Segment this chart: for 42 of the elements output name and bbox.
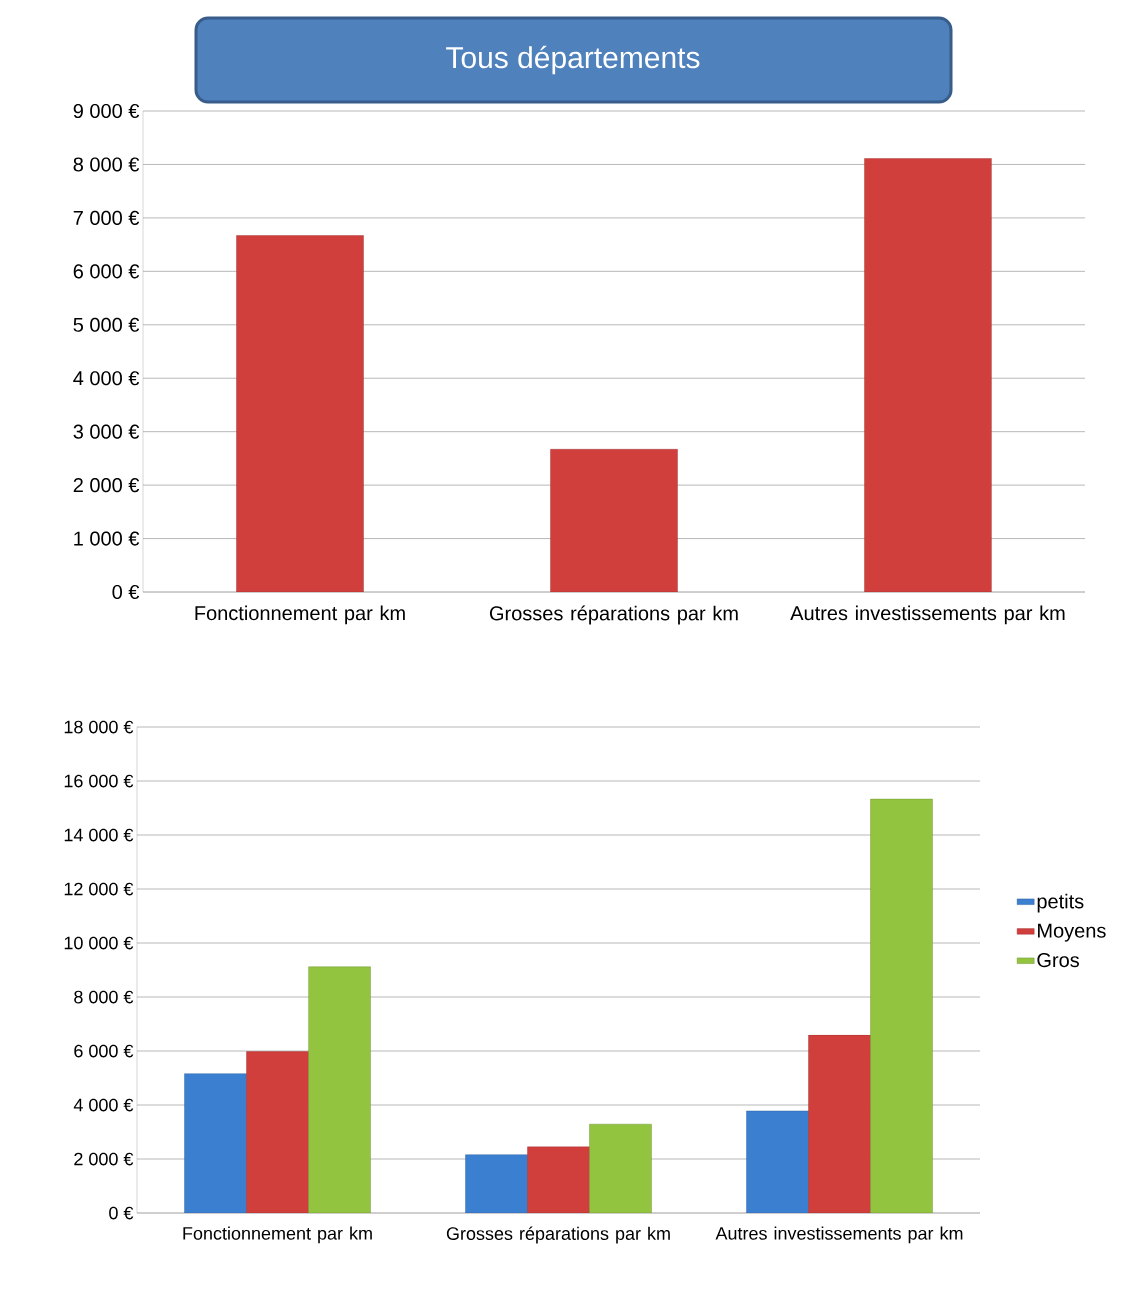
bar (589, 1123, 652, 1214)
bar (246, 1051, 309, 1214)
y-tick-label: 12 000 € (64, 882, 134, 896)
bar (870, 798, 933, 1214)
legend-label: Gros (1037, 953, 1079, 968)
x-tick-label: Fonctionnement par km (183, 1226, 372, 1244)
y-tick-label: 2 000 € (73, 478, 140, 493)
y-tick-label: 1 000 € (74, 531, 140, 546)
bar (527, 1146, 590, 1214)
y-tick-label: 7 000 € (73, 210, 140, 225)
y-tick-label: 3 000 € (73, 424, 140, 439)
bar (808, 1034, 871, 1214)
legend-label: Moyens (1038, 923, 1106, 942)
x-tick-label: Grosses réparations par km (446, 1226, 670, 1244)
y-tick-label: 4 000 € (73, 1098, 134, 1112)
y-tick-label: 14 000 € (64, 828, 134, 842)
bar (550, 449, 678, 593)
y-tick-label: 6 000 € (73, 264, 140, 279)
y-tick-label: 6 000 € (74, 1044, 134, 1058)
x-tick-label: Grosses réparations par km (489, 605, 738, 625)
y-tick-label: 9 000 € (73, 103, 140, 119)
bar (308, 966, 371, 1214)
chart-title: Tous départements (446, 45, 700, 75)
x-tick-label: Autres investissements par km (715, 1226, 963, 1244)
y-tick-label: 8 000 € (73, 157, 140, 172)
y-tick-label: 18 000 € (64, 720, 134, 734)
bar (184, 1073, 247, 1214)
bar (236, 235, 364, 593)
x-tick-label: Fonctionnement par km (195, 605, 405, 625)
y-tick-label: 5 000 € (73, 317, 140, 332)
bar (746, 1110, 809, 1214)
y-tick-label: 10 000 € (64, 936, 134, 950)
x-tick-label: Autres investissements par km (790, 605, 1065, 625)
y-tick-label: 2 000 € (74, 1152, 134, 1166)
bar (864, 158, 992, 593)
y-tick-label: 8 000 € (74, 990, 134, 1004)
legend-label: petits (1037, 893, 1084, 913)
bar (465, 1154, 528, 1214)
y-tick-label: 0 € (109, 1206, 134, 1220)
y-tick-label: 0 € (112, 584, 140, 600)
y-tick-label: 16 000 € (64, 774, 134, 788)
y-tick-label: 4 000 € (73, 371, 140, 386)
